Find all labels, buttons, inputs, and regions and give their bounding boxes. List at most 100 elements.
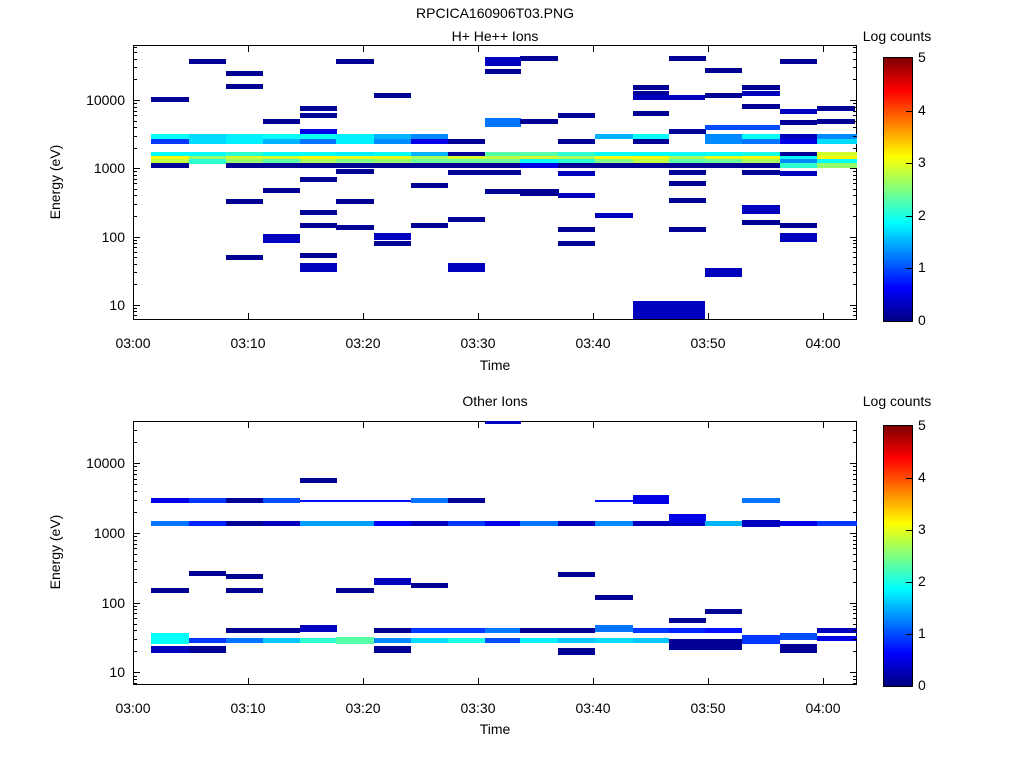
x-tick (248, 421, 249, 428)
segment (300, 152, 337, 157)
y-minor-tick (853, 103, 857, 104)
y-minor-tick (853, 582, 857, 583)
segment (595, 638, 633, 643)
segment (336, 163, 374, 168)
colorbar-title-top: Log counts (862, 28, 932, 44)
y-tick (133, 305, 140, 306)
segment (705, 125, 780, 130)
y-minor-tick (853, 676, 857, 677)
segment (633, 628, 669, 633)
y-minor-tick (133, 484, 137, 485)
y-minor-tick (853, 264, 857, 265)
segment (558, 171, 595, 176)
segment (411, 139, 448, 144)
segment (300, 113, 337, 118)
y-minor-tick (133, 512, 137, 513)
x-tick (133, 45, 134, 52)
colorbar-tick-label: 0 (918, 677, 926, 693)
segment (300, 210, 337, 215)
y-tick (133, 100, 140, 101)
y-minor-tick (853, 500, 857, 501)
colorbar-tick (906, 478, 912, 479)
y-tick-label: 100 (101, 595, 125, 611)
x-tick (248, 313, 249, 320)
y-minor-tick (133, 569, 137, 570)
segment (336, 134, 374, 139)
segment (485, 638, 521, 643)
segment (226, 163, 263, 168)
y-minor-tick (133, 470, 137, 471)
segment (226, 638, 263, 643)
segment (448, 521, 485, 526)
segment (151, 646, 189, 653)
segment (595, 500, 633, 502)
y-minor-tick (133, 606, 137, 607)
segment (705, 139, 742, 144)
y-minor-tick (133, 618, 137, 619)
y-minor-tick (133, 540, 137, 541)
segment (742, 635, 780, 644)
y-minor-tick (853, 470, 857, 471)
segment (374, 521, 411, 526)
y-minor-tick (853, 189, 857, 190)
segment (374, 156, 411, 161)
y-minor-tick (853, 175, 857, 176)
segment (151, 159, 189, 164)
segment (374, 638, 411, 643)
y-minor-tick (853, 195, 857, 196)
segment (817, 134, 857, 139)
segment (300, 638, 337, 643)
segment (263, 234, 300, 243)
segment (189, 571, 226, 576)
y-minor-tick (853, 630, 857, 631)
segment (485, 421, 521, 424)
segment (742, 170, 780, 175)
segment (595, 159, 633, 164)
segment (485, 170, 521, 175)
y-minor-tick (133, 536, 137, 537)
y-minor-tick (133, 67, 137, 68)
segment (374, 241, 411, 246)
segment (742, 163, 780, 168)
y-minor-tick (133, 204, 137, 205)
segment (336, 156, 374, 161)
segment (705, 639, 742, 650)
segment (448, 217, 485, 222)
x-tick (363, 678, 364, 685)
y-minor-tick (853, 484, 857, 485)
y-minor-tick (853, 308, 857, 309)
y-minor-tick (133, 247, 137, 248)
segment (263, 134, 300, 139)
segment (558, 163, 595, 168)
y-minor-tick (853, 107, 857, 108)
colorbar-tick-label: 4 (918, 102, 926, 118)
segment (485, 152, 521, 157)
x-tick (363, 45, 364, 52)
segment (780, 521, 817, 526)
y-minor-tick (133, 630, 137, 631)
segment (411, 163, 448, 168)
y-minor-tick (133, 171, 137, 172)
segment (189, 59, 226, 64)
segment (595, 152, 633, 157)
segment (374, 628, 411, 633)
segment (633, 111, 669, 116)
y-minor-tick (133, 240, 137, 241)
segment (633, 152, 669, 157)
x-tick (823, 45, 824, 52)
y-minor-tick (133, 264, 137, 265)
segment (633, 134, 669, 139)
segment (669, 514, 706, 523)
y-minor-tick (853, 52, 857, 53)
y-minor-tick (853, 544, 857, 545)
x-tick-label: 03:40 (575, 335, 611, 351)
y-minor-tick (853, 243, 857, 244)
segment (151, 152, 189, 157)
segment (780, 120, 817, 125)
segment (263, 188, 300, 193)
y-tick-label: 1000 (93, 160, 125, 176)
y-minor-tick (853, 618, 857, 619)
y-minor-tick (853, 204, 857, 205)
segment (817, 521, 857, 526)
segment (595, 625, 633, 632)
